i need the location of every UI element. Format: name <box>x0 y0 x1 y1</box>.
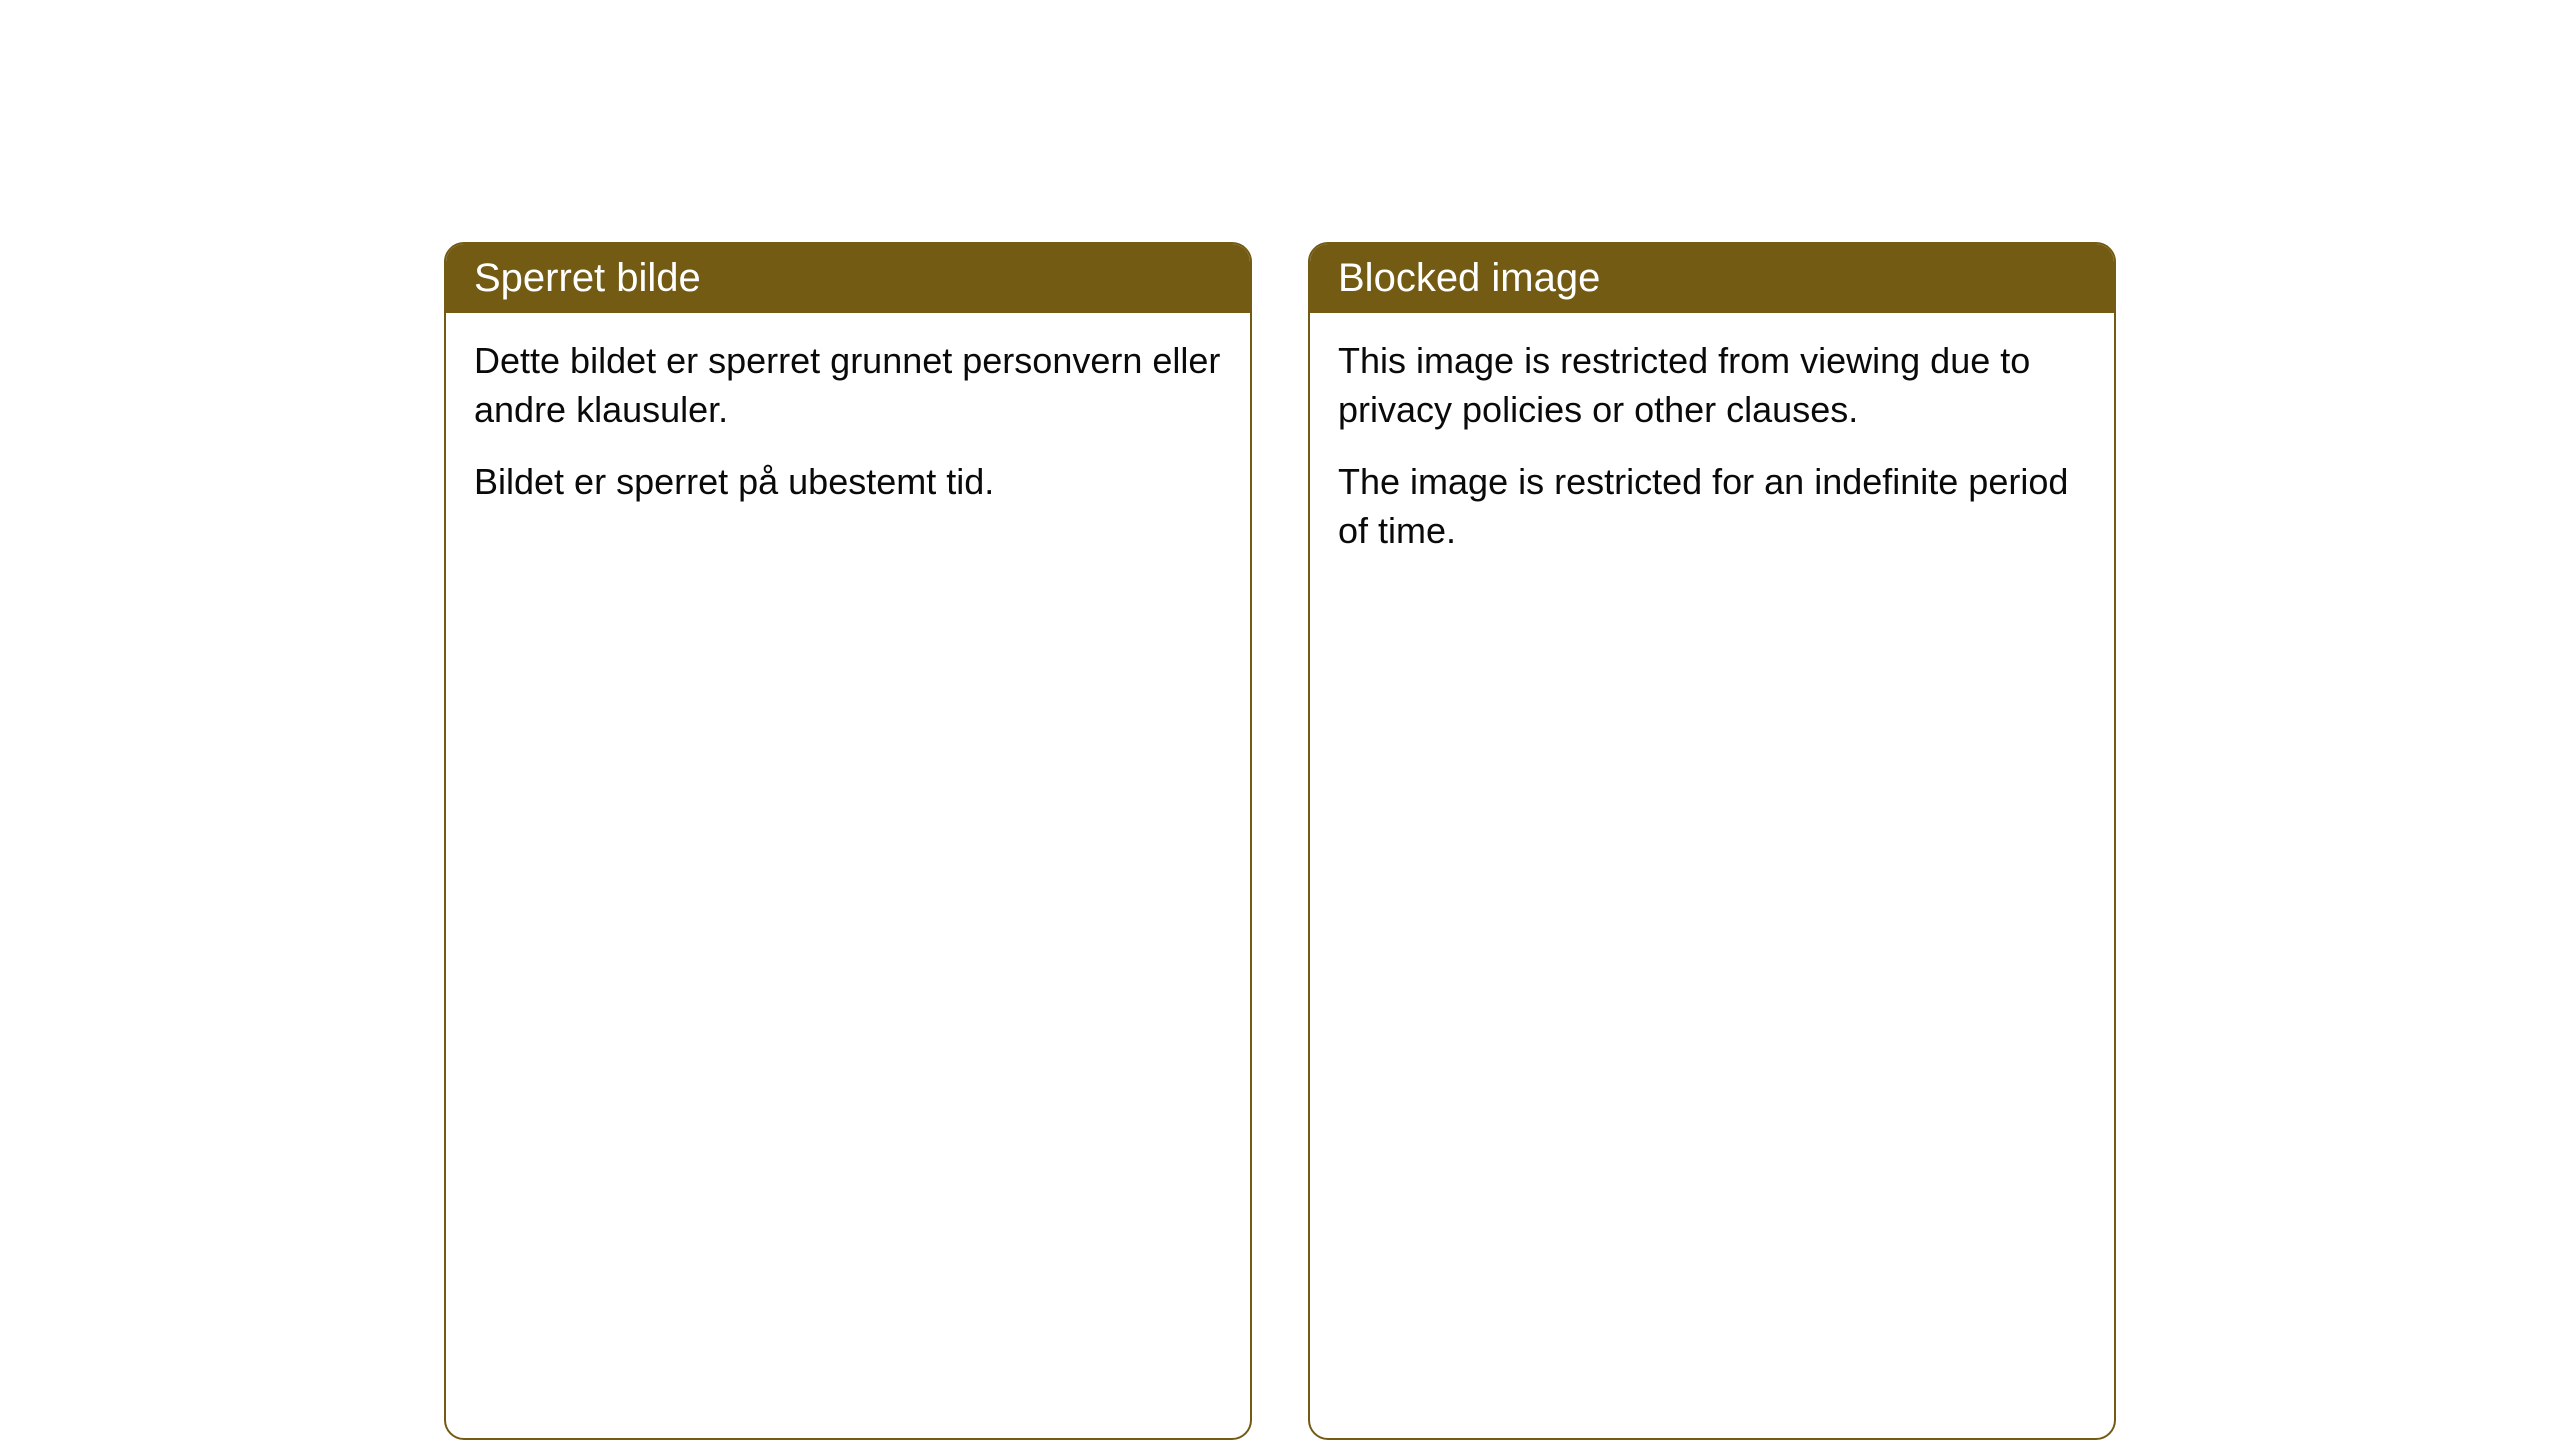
notice-cards-container: Sperret bilde Dette bildet er sperret gr… <box>444 242 2116 1440</box>
card-header: Blocked image <box>1310 244 2114 313</box>
card-paragraph: Bildet er sperret på ubestemt tid. <box>474 458 1222 507</box>
blocked-image-card-no: Sperret bilde Dette bildet er sperret gr… <box>444 242 1252 1440</box>
blocked-image-card-en: Blocked image This image is restricted f… <box>1308 242 2116 1440</box>
card-header: Sperret bilde <box>446 244 1250 313</box>
card-title: Sperret bilde <box>474 256 701 300</box>
card-body: Dette bildet er sperret grunnet personve… <box>446 313 1250 543</box>
card-paragraph: Dette bildet er sperret grunnet personve… <box>474 337 1222 434</box>
card-title: Blocked image <box>1338 256 1600 300</box>
card-paragraph: The image is restricted for an indefinit… <box>1338 458 2086 555</box>
card-paragraph: This image is restricted from viewing du… <box>1338 337 2086 434</box>
card-body: This image is restricted from viewing du… <box>1310 313 2114 591</box>
